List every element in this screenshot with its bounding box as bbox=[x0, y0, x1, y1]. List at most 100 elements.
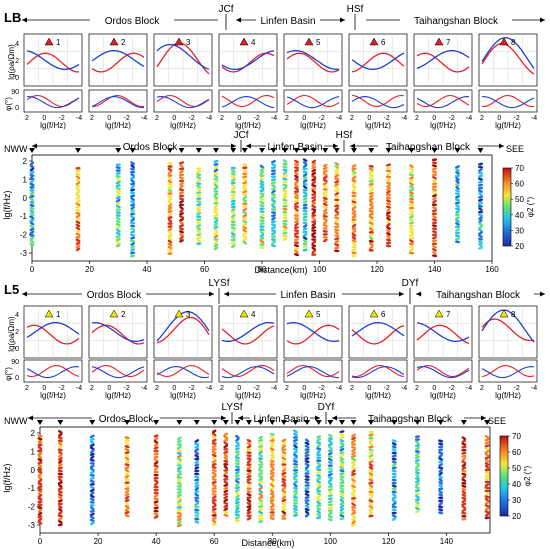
phase-tensor-ellipse bbox=[194, 517, 200, 521]
phase-tensor-ellipse bbox=[484, 501, 490, 505]
phase-tensor-ellipse bbox=[213, 238, 219, 241]
phase-tensor-ellipse bbox=[391, 511, 397, 515]
phase-tensor-ellipse bbox=[455, 183, 460, 187]
phase-tensor-ellipse bbox=[409, 209, 414, 213]
phase-tensor-ellipse bbox=[455, 222, 460, 226]
phase-tensor-ellipse bbox=[235, 497, 240, 502]
phase-tensor-ellipse bbox=[194, 502, 199, 506]
phase-tensor-ellipse bbox=[432, 245, 437, 249]
phase-tensor-ellipse bbox=[438, 484, 444, 488]
phase-tensor-ellipse bbox=[322, 193, 328, 197]
phase-tensor-ellipse bbox=[311, 229, 317, 232]
phase-tensor-ellipse bbox=[432, 167, 438, 171]
phase-tensor-ellipse bbox=[89, 470, 95, 474]
phase-tensor-ellipse bbox=[230, 190, 236, 194]
phase-tensor-ellipse bbox=[270, 229, 277, 233]
phase-tensor-ellipse bbox=[242, 232, 248, 236]
phase-tensor-ellipse bbox=[351, 448, 356, 453]
phase-tensor-ellipse bbox=[484, 471, 490, 475]
phase-tensor-ellipse bbox=[270, 483, 275, 488]
phase-tensor-ellipse bbox=[167, 213, 173, 217]
phase-tensor-ellipse bbox=[316, 456, 322, 460]
station-triangle-icon bbox=[434, 309, 444, 318]
phase-tensor-ellipse bbox=[292, 496, 299, 499]
phase-tensor-ellipse bbox=[269, 460, 275, 463]
phase-tensor-ellipse bbox=[37, 475, 43, 480]
xy-rho-curve bbox=[156, 316, 210, 344]
phase-tensor-ellipse bbox=[130, 218, 135, 222]
phase-tensor-ellipse bbox=[281, 495, 287, 500]
phase-tensor-ellipse bbox=[334, 171, 340, 175]
phase-tensor-ellipse bbox=[258, 505, 264, 508]
phase-tensor-ellipse bbox=[57, 448, 63, 452]
phase-tensor-ellipse bbox=[270, 465, 275, 470]
phase-tensor-ellipse bbox=[213, 165, 219, 170]
phase-tensor-ellipse bbox=[89, 501, 95, 504]
phase-tensor-ellipse bbox=[368, 442, 374, 446]
phase-tensor-ellipse bbox=[461, 478, 467, 482]
phase-tensor-ellipse bbox=[391, 505, 397, 509]
phase-tensor-ellipse bbox=[391, 493, 397, 497]
station-panel-4: 4 bbox=[218, 33, 278, 113]
station-marker-icon bbox=[327, 420, 334, 425]
yx-phase-curve bbox=[156, 96, 210, 109]
phase-tensor-ellipse bbox=[339, 465, 345, 470]
freq-tick-label: 2 bbox=[23, 157, 28, 166]
xy-phase-curve bbox=[26, 94, 80, 107]
station-marker-icon bbox=[322, 148, 329, 153]
phase-tensor-ellipse bbox=[115, 232, 121, 236]
phase-tensor-ellipse bbox=[322, 166, 328, 171]
phase-tensor-ellipse bbox=[386, 172, 391, 176]
distance-tick-label: 0 bbox=[38, 537, 43, 546]
phase-tensor-ellipse bbox=[242, 183, 247, 188]
phase-tensor-ellipse bbox=[431, 221, 438, 225]
phase-tensor-ellipse bbox=[153, 452, 159, 456]
phase-tensor-ellipse bbox=[339, 477, 345, 482]
phase-tensor-ellipse bbox=[311, 175, 317, 179]
phase-tensor-ellipse bbox=[29, 197, 35, 202]
colorbar-tick-label: 60 bbox=[515, 180, 524, 189]
xy-rho-curve bbox=[286, 52, 340, 73]
phase-tensor-ellipse bbox=[167, 192, 173, 195]
phase-tensor-ellipse bbox=[124, 463, 130, 467]
phase-tensor-ellipse bbox=[57, 436, 63, 440]
freq-axis-label: lg(f/Hz) bbox=[300, 391, 326, 400]
freq-tick-label: -2 bbox=[59, 385, 65, 392]
phase-tensor-ellipse bbox=[115, 172, 121, 175]
phase-tensor-ellipse bbox=[431, 179, 438, 183]
distance-tick-label: 100 bbox=[324, 537, 338, 546]
phase-tensor-ellipse bbox=[281, 508, 287, 511]
phase-tensor-ellipse bbox=[211, 438, 217, 442]
phase-tensor-ellipse bbox=[438, 451, 444, 455]
phase-tensor-ellipse bbox=[270, 220, 277, 223]
xy-rho-curve bbox=[26, 324, 80, 345]
phase-tensor-ellipse bbox=[334, 207, 340, 211]
phase-tensor-ellipse bbox=[29, 161, 35, 166]
phase-tensor-ellipse bbox=[115, 208, 121, 211]
station-number: 2 bbox=[121, 38, 126, 47]
phase-tensor-ellipse bbox=[334, 198, 340, 202]
phase-tensor-ellipse bbox=[29, 195, 35, 198]
phase-tensor-ellipse bbox=[293, 229, 300, 233]
phase-tensor-ellipse bbox=[235, 482, 240, 487]
phase-tensor-ellipse bbox=[75, 226, 81, 231]
phase-tensor-ellipse bbox=[270, 181, 277, 185]
station-panel-7: 7 bbox=[413, 305, 473, 383]
phase-tensor-ellipse bbox=[484, 456, 490, 460]
phase-tensor-ellipse bbox=[176, 476, 182, 479]
xy-phase-curve bbox=[416, 364, 470, 378]
phase-tensor-ellipse bbox=[432, 236, 437, 240]
phase-tensor-ellipse bbox=[89, 440, 95, 445]
xy-phase-curve bbox=[351, 364, 405, 378]
phase-tensor-ellipse bbox=[235, 435, 240, 439]
phase-tensor-ellipse bbox=[292, 456, 299, 460]
phase-tensor-ellipse bbox=[211, 481, 217, 484]
phase-tensor-ellipse bbox=[368, 505, 374, 509]
phase-tensor-ellipse bbox=[368, 206, 374, 210]
distance-tick-label: 160 bbox=[485, 265, 499, 274]
phase-tensor-ellipse bbox=[270, 211, 277, 215]
phase-tensor-ellipse bbox=[213, 186, 219, 191]
phase-tensor-ellipse bbox=[124, 474, 130, 479]
phase-tensor-ellipse bbox=[75, 238, 81, 242]
phase-tensor-ellipse bbox=[258, 480, 263, 485]
